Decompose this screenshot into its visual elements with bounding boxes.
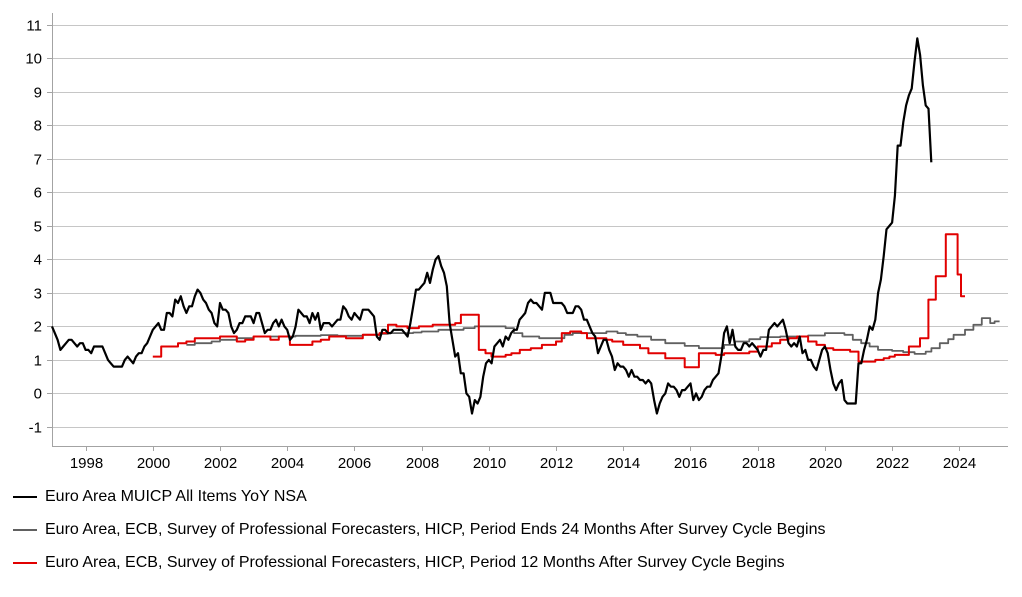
x-tick-label: 2000 xyxy=(137,455,170,472)
y-tick-label: 9 xyxy=(34,85,42,102)
legend-line-swatch-red xyxy=(13,561,37,564)
y-tick-label: -1 xyxy=(29,420,42,437)
y-tick-label: 6 xyxy=(34,185,42,202)
x-tick-label: 2020 xyxy=(809,455,842,472)
y-tick-label: 5 xyxy=(34,219,42,236)
x-tick-label: 2018 xyxy=(742,455,775,472)
y-tick-label: 4 xyxy=(34,252,42,269)
y-tick-label: 8 xyxy=(34,118,42,135)
x-tick-label: 2024 xyxy=(943,455,976,472)
legend-label: Euro Area, ECB, Survey of Professional F… xyxy=(45,520,826,538)
y-tick-label: 1 xyxy=(34,353,42,370)
x-tick-label: 2006 xyxy=(338,455,371,472)
legend-label: Euro Area MUICP All Items YoY NSA xyxy=(45,487,307,505)
y-tick-label: 3 xyxy=(34,286,42,303)
y-tick-label: 11 xyxy=(26,18,42,35)
y-tick-label: 0 xyxy=(34,386,42,403)
x-tick-label: 2010 xyxy=(473,455,506,472)
y-tick-label: 10 xyxy=(25,51,42,68)
legend-item-muicp: Euro Area MUICP All Items YoY NSA xyxy=(13,480,1022,513)
x-tick-label: 2002 xyxy=(204,455,237,472)
series-line-1 xyxy=(186,317,1000,355)
legend-line-swatch-gray xyxy=(13,528,37,531)
x-tick-label: 2016 xyxy=(674,455,707,472)
series-line-0 xyxy=(50,37,933,415)
legend-item-spf-24m: Euro Area, ECB, Survey of Professional F… xyxy=(13,513,1022,546)
x-tick-label: 2014 xyxy=(607,455,640,472)
inflation-chart: -1 0 1 2 3 4 5 6 7 8 9 10 11 1998 2000 2002 2004 2006 2008… xyxy=(25,13,1008,472)
x-tick-label: 2004 xyxy=(271,455,304,472)
legend-item-spf-12m: Euro Area, ECB, Survey of Professional F… xyxy=(13,546,1022,579)
plot-area: -1 0 1 2 3 4 5 6 7 8 9 10 11 1998 2000 2002 2004 2006 2008… xyxy=(25,13,1008,472)
y-tick-label: 2 xyxy=(34,319,42,336)
series-line-2 xyxy=(152,233,965,369)
chart-legend: Euro Area MUICP All Items YoY NSA Euro A… xyxy=(0,480,1022,579)
x-tick-label: 2022 xyxy=(876,455,909,472)
legend-label: Euro Area, ECB, Survey of Professional F… xyxy=(45,553,785,571)
legend-line-swatch-black xyxy=(13,495,37,498)
x-tick-label: 1998 xyxy=(70,455,103,472)
y-tick-label: 7 xyxy=(34,152,42,169)
x-tick-label: 2008 xyxy=(406,455,439,472)
x-tick-label: 2012 xyxy=(540,455,573,472)
